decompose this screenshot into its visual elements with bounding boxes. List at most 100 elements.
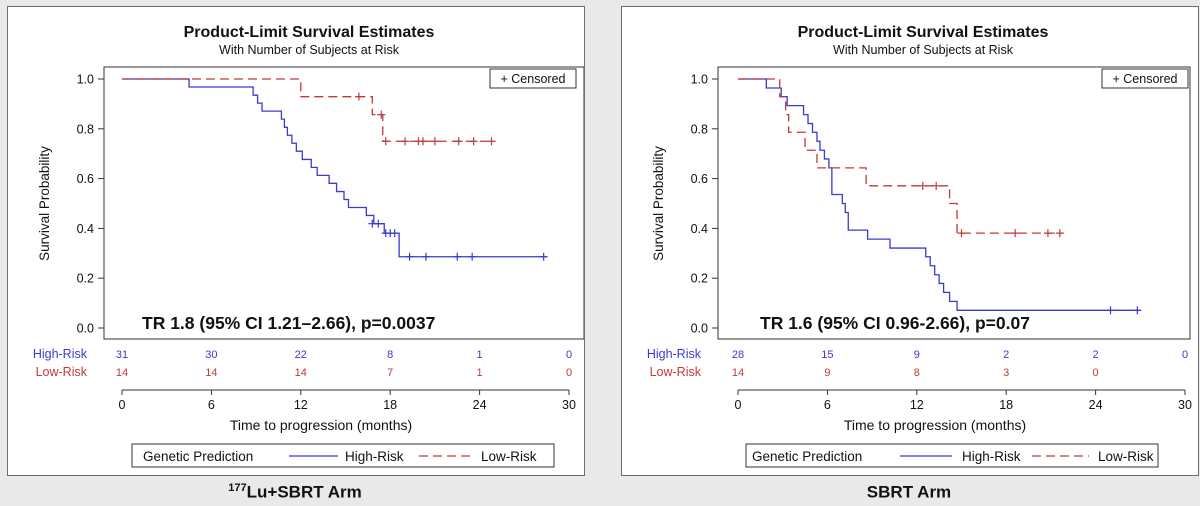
chart-frame: Product-Limit Survival Estimates With Nu…: [621, 6, 1199, 476]
censored-legend: + Censored: [489, 68, 577, 89]
at-risk-count-low-risk: 14: [116, 367, 128, 379]
at-risk-count-high-risk: 9: [914, 349, 920, 361]
y-tick-label: 1.0: [691, 73, 708, 87]
at-risk-count-low-risk: 9: [824, 367, 830, 379]
censored-label: + Censored: [1113, 72, 1178, 86]
x-tick-label: 18: [383, 398, 397, 412]
chart-title: Product-Limit Survival Estimates: [184, 24, 435, 41]
y-tick-label: 0.2: [691, 272, 708, 286]
survival-curves: [738, 78, 1142, 315]
chart-subtitle: With Number of Subjects at Risk: [219, 43, 400, 57]
x-tick-label: 0: [119, 398, 126, 412]
at-risk-count-high-risk: 8: [387, 349, 393, 361]
x-tick-label: 0: [735, 398, 742, 412]
censor-mark-high-risk: [421, 252, 430, 261]
x-tick-label: 12: [294, 398, 308, 412]
caption-text: SBRT Arm: [866, 482, 952, 502]
at-risk-count-low-risk: 3: [1003, 367, 1009, 379]
censor-mark-low-risk: [1011, 229, 1020, 238]
caption-text: Lu+SBRT Arm: [246, 482, 362, 502]
at-risk-row-label-low-risk: Low-Risk: [36, 365, 88, 379]
plot-area: [717, 66, 1191, 340]
x-axis-label: Time to progression (months): [230, 417, 412, 433]
censor-mark-high-risk: [1106, 306, 1115, 315]
y-tick-label: 0.8: [77, 122, 94, 136]
y-tick-label: 0.4: [691, 222, 708, 236]
at-risk-count-high-risk: 15: [821, 349, 833, 361]
y-tick-label: 0.2: [77, 272, 94, 286]
x-axis: 0 6 12 18 24 30: [119, 389, 576, 412]
censor-mark-low-risk: [401, 137, 410, 146]
x-tick-label: 30: [1178, 398, 1192, 412]
survival-curve-low-risk: [122, 78, 495, 142]
genetic-prediction-legend: Genetic Prediction High-Risk Low-Risk: [131, 443, 555, 468]
at-risk-count-high-risk: 30: [205, 349, 217, 361]
censor-mark-low-risk: [1055, 229, 1064, 238]
at-risk-count-high-risk: 0: [1182, 349, 1188, 361]
y-tick-label: 0.6: [691, 172, 708, 186]
at-risk-table: High-Risk 28 15 9 2 2 0 Low-Risk 14 9 8 3 0: [647, 347, 1188, 379]
censor-mark-high-risk: [453, 252, 462, 261]
x-axis: 0 6 12 18 24 30: [735, 389, 1192, 412]
x-tick-label: 18: [999, 398, 1013, 412]
survival-chart-svg: Product-Limit Survival Estimates With Nu…: [647, 24, 1192, 468]
censor-mark-low-risk: [1043, 229, 1052, 238]
censor-mark-low-risk: [932, 181, 941, 190]
censor-mark-low-risk: [487, 137, 496, 146]
censor-mark-low-risk: [381, 137, 390, 146]
y-axis: 0.0 0.2 0.4 0.6 0.8 1.0: [77, 73, 104, 336]
legend-label-high-risk: High-Risk: [962, 449, 1021, 464]
y-tick-label: 0.6: [77, 172, 94, 186]
censored-label: + Censored: [501, 72, 566, 86]
at-risk-count-high-risk: 28: [732, 349, 744, 361]
y-axis-label: Survival Probability: [37, 146, 52, 261]
legend-title: Genetic Prediction: [143, 449, 253, 464]
chart-subtitle: With Number of Subjects at Risk: [833, 43, 1014, 57]
censor-mark-high-risk: [468, 252, 477, 261]
censored-legend: + Censored: [1101, 68, 1189, 89]
survival-curve-high-risk: [122, 78, 547, 258]
plot-area: [103, 66, 584, 340]
at-risk-count-low-risk: 8: [914, 367, 920, 379]
survival-curve-low-risk: [738, 78, 1063, 234]
y-axis-label: Survival Probability: [651, 146, 666, 261]
censor-mark-high-risk: [390, 229, 399, 238]
arm-caption: SBRT Arm: [621, 482, 1197, 503]
at-risk-count-low-risk: 14: [205, 367, 217, 379]
censor-mark-low-risk: [918, 181, 927, 190]
censor-mark-low-risk: [418, 137, 427, 146]
arm-caption: 177Lu+SBRT Arm: [7, 482, 583, 503]
y-tick-label: 0.0: [77, 322, 94, 336]
y-tick-label: 0.8: [691, 122, 708, 136]
censor-mark-low-risk: [469, 137, 478, 146]
at-risk-row-label-low-risk: Low-Risk: [650, 365, 702, 379]
censor-mark-low-risk: [957, 229, 966, 238]
censor-mark-high-risk: [405, 252, 414, 261]
at-risk-count-low-risk: 14: [732, 367, 744, 379]
hazard-ratio-annotation: TR 1.8 (95% CI 1.21–2.66), p=0.0037: [142, 313, 435, 333]
legend-label-high-risk: High-Risk: [345, 449, 404, 464]
y-tick-label: 0.4: [77, 222, 94, 236]
censor-mark-low-risk: [354, 92, 363, 101]
legend-label-low-risk: Low-Risk: [1098, 449, 1154, 464]
censor-mark-high-risk: [1133, 306, 1142, 315]
x-tick-label: 30: [562, 398, 576, 412]
at-risk-count-high-risk: 1: [477, 349, 483, 361]
x-tick-label: 6: [208, 398, 215, 412]
at-risk-row-label-high-risk: High-Risk: [647, 347, 702, 361]
chart-title: Product-Limit Survival Estimates: [798, 24, 1049, 41]
at-risk-count-high-risk: 31: [116, 349, 128, 361]
survival-chart-svg: Product-Limit Survival Estimates With Nu…: [33, 24, 584, 468]
at-risk-row-label-high-risk: High-Risk: [33, 347, 88, 361]
y-tick-label: 0.0: [691, 322, 708, 336]
survival-curves: [122, 78, 548, 261]
at-risk-count-high-risk: 22: [295, 349, 307, 361]
at-risk-count-low-risk: 1: [477, 367, 483, 379]
at-risk-table: High-Risk 31 30 22 8 1 0 Low-Risk 14 14 14 7 1 0: [33, 347, 572, 379]
x-tick-label: 24: [1089, 398, 1103, 412]
at-risk-count-low-risk: 14: [295, 367, 307, 379]
survival-curve-high-risk: [738, 78, 1141, 311]
x-tick-label: 6: [824, 398, 831, 412]
censor-mark-high-risk: [374, 219, 383, 228]
legend-label-low-risk: Low-Risk: [481, 449, 537, 464]
